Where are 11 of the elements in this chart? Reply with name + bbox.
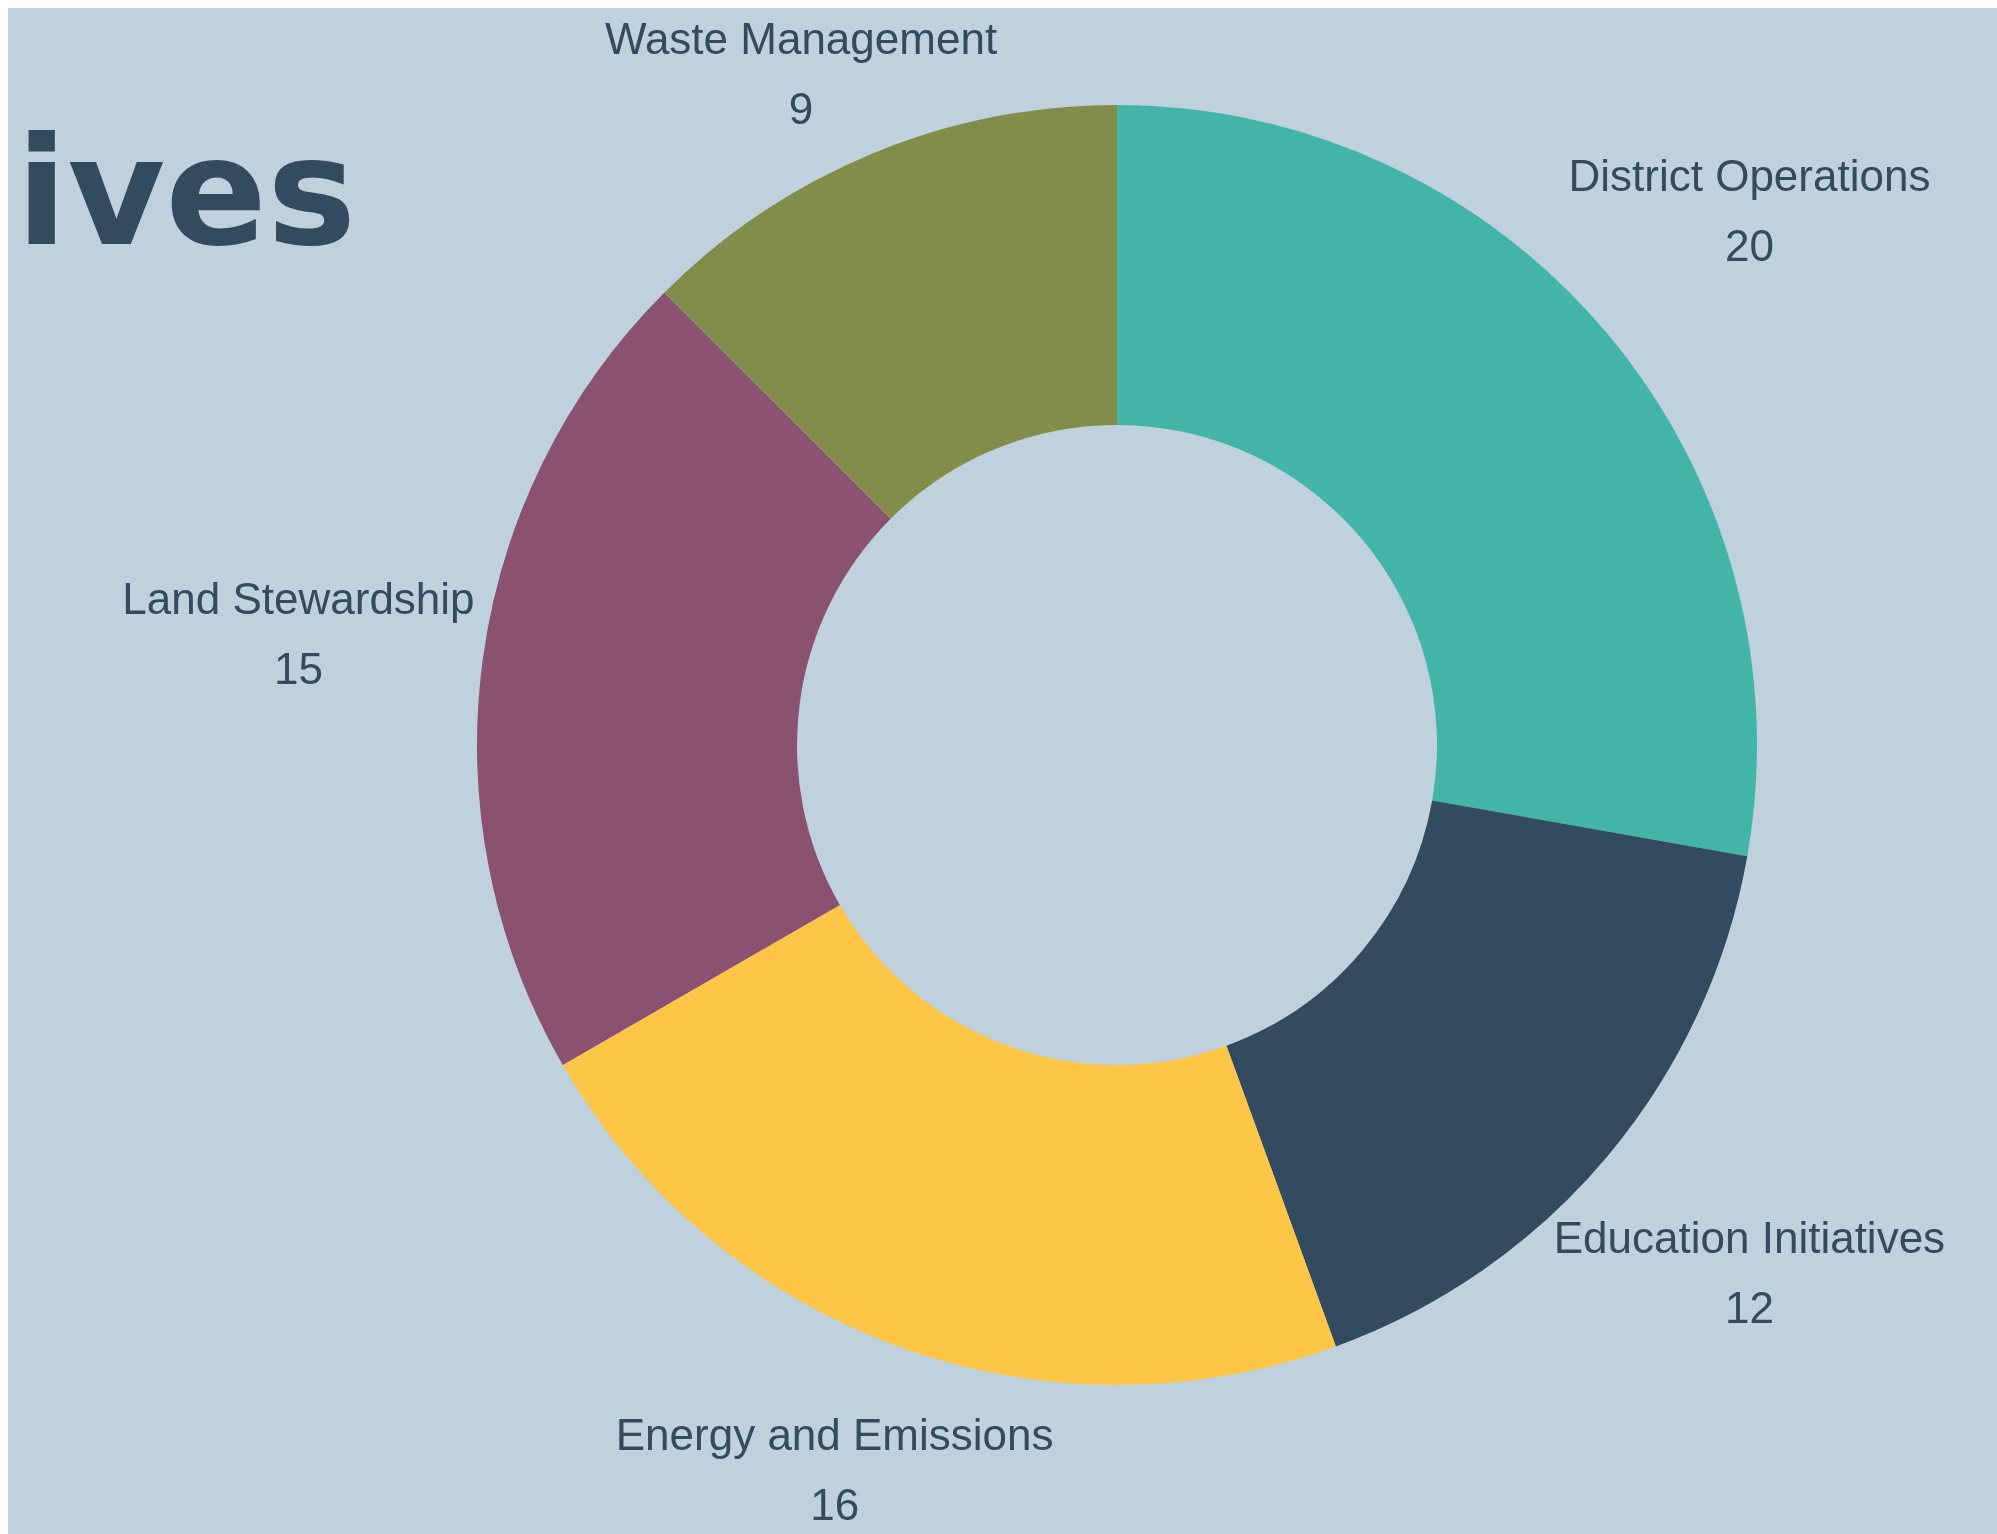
data-label: 16: [810, 1480, 860, 1530]
slice-label: Land Stewardship: [122, 574, 475, 624]
data-label: 9: [788, 84, 814, 134]
slice-label: Energy and Emissions: [615, 1410, 1054, 1460]
text: ives: [16, 105, 357, 279]
slice-label: Waste Management: [604, 14, 998, 64]
slice-label: District Operations: [1568, 151, 1931, 201]
data-label: 12: [1724, 1282, 1774, 1332]
data-label: 15: [273, 644, 323, 694]
slice-label: Education Initiatives: [1553, 1212, 1946, 1262]
data-label: 20: [1724, 221, 1774, 271]
